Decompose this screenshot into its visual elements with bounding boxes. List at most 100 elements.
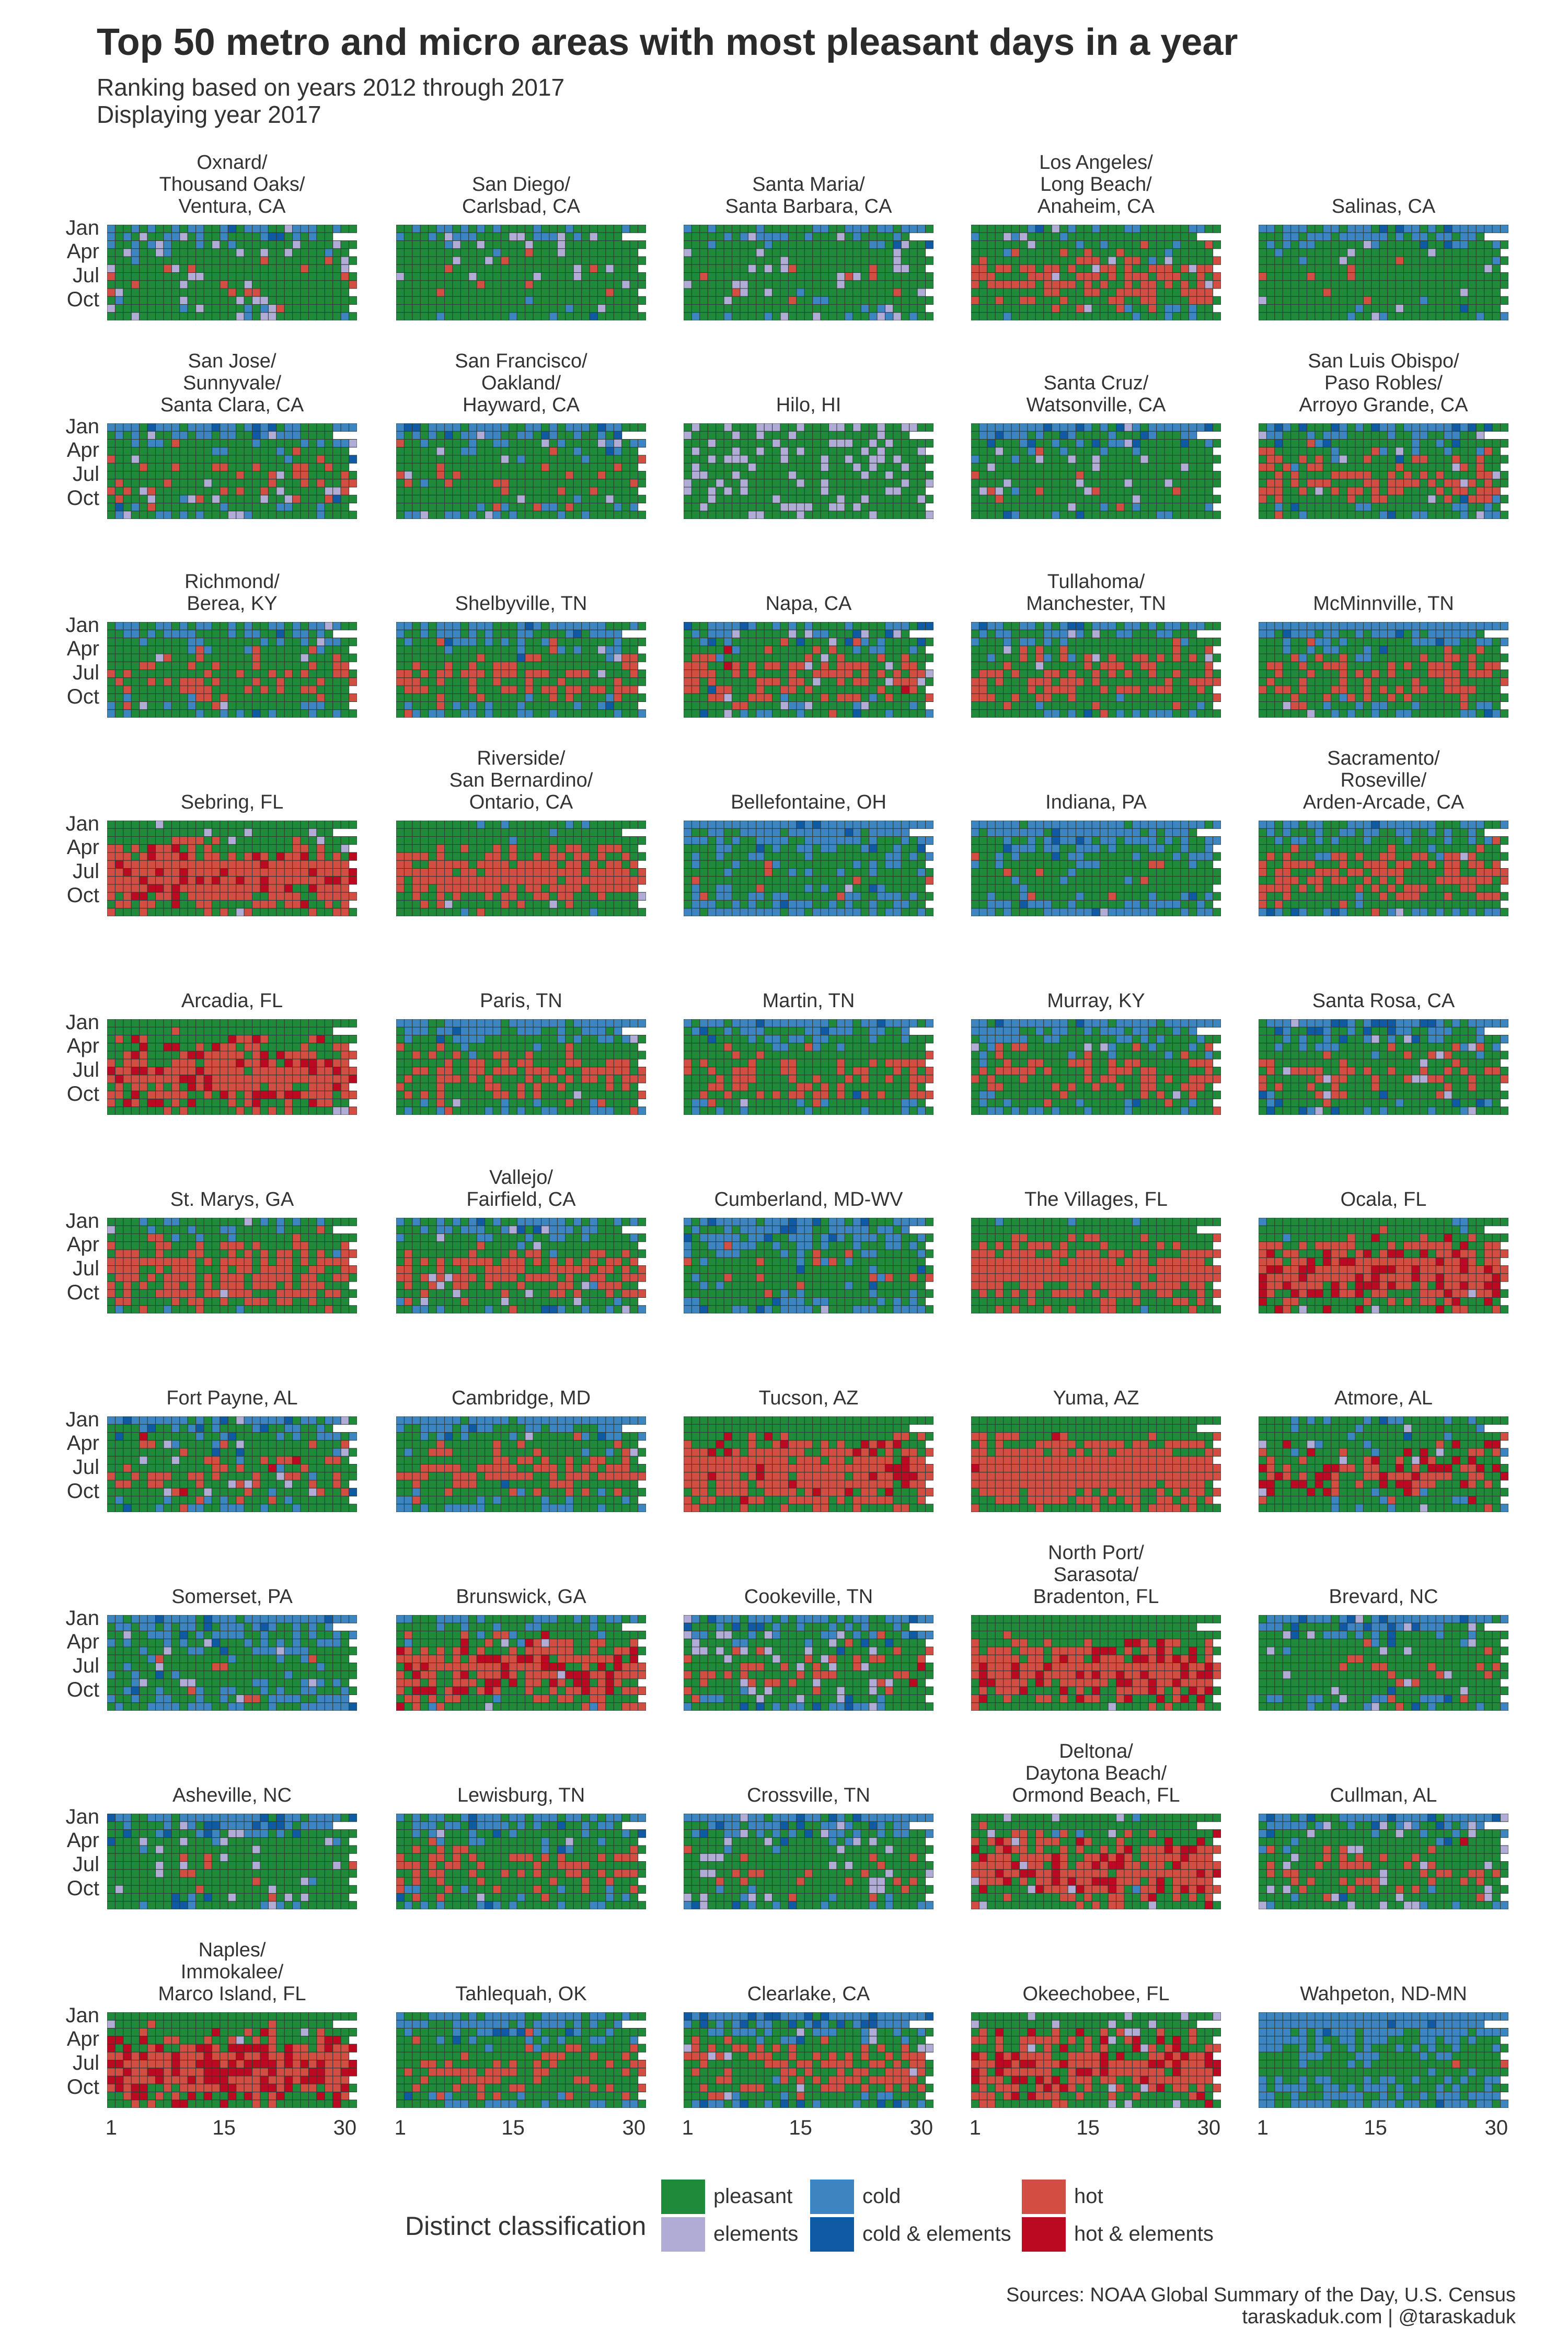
day-cell <box>699 288 708 297</box>
day-cell <box>1132 661 1141 670</box>
day-cell <box>732 661 741 670</box>
day-cell <box>820 288 829 297</box>
day-cell <box>412 494 421 503</box>
day-cell <box>1274 288 1283 297</box>
day-cell <box>1108 232 1117 241</box>
day-cell <box>995 240 1004 249</box>
day-cell <box>533 638 542 647</box>
day-cell <box>877 447 885 456</box>
day-cell <box>557 622 566 630</box>
day-cell <box>1180 280 1189 289</box>
day-cell <box>123 288 132 297</box>
day-cell <box>1059 645 1068 654</box>
day-cell <box>613 693 622 702</box>
day-cell <box>1051 248 1060 257</box>
day-cell <box>436 494 445 503</box>
day-cell <box>155 661 164 670</box>
day-cell <box>1003 479 1012 488</box>
day-cell <box>804 638 813 647</box>
day-cell <box>227 280 237 289</box>
day-cell <box>740 447 748 456</box>
day-cell <box>1379 503 1388 512</box>
day-cell <box>589 693 598 702</box>
day-cell <box>123 693 132 702</box>
day-cell <box>557 503 566 512</box>
day-cell <box>114 296 124 305</box>
day-cell <box>756 463 765 471</box>
day-cell <box>707 685 717 694</box>
day-cell <box>163 685 172 694</box>
day-cell <box>485 487 493 495</box>
day-cell <box>869 701 878 710</box>
day-cell <box>820 701 829 710</box>
day-cell <box>565 471 574 480</box>
day-cell <box>699 304 708 313</box>
day-cell <box>147 479 156 488</box>
day-cell <box>131 638 140 647</box>
day-cell <box>324 645 333 654</box>
day-cell <box>260 240 269 249</box>
day-cell <box>1411 296 1420 305</box>
day-cell <box>995 256 1004 265</box>
day-cell <box>691 248 700 257</box>
day-cell <box>187 312 197 320</box>
day-cell <box>236 622 245 630</box>
day-cell <box>276 487 285 495</box>
day-cell <box>171 645 180 654</box>
day-cell <box>549 312 558 320</box>
day-cell <box>1075 264 1085 273</box>
day-cell <box>396 439 405 448</box>
day-cell <box>987 304 996 313</box>
day-cell <box>187 463 197 471</box>
day-cell <box>340 685 350 694</box>
day-cell <box>476 471 486 480</box>
day-cell <box>420 240 429 249</box>
day-cell <box>1411 272 1420 281</box>
day-cell <box>699 479 708 488</box>
day-cell <box>597 431 606 440</box>
day-cell <box>123 503 132 512</box>
day-cell <box>1124 653 1133 662</box>
day-cell <box>244 685 253 694</box>
day-cell <box>987 494 996 503</box>
day-cell <box>1468 256 1477 265</box>
day-cell <box>1363 264 1372 273</box>
day-cell <box>828 431 837 440</box>
day-cell <box>836 463 845 471</box>
day-cell <box>292 447 301 456</box>
day-cell <box>788 232 797 241</box>
day-cell <box>1164 622 1173 630</box>
day-cell <box>1427 511 1436 519</box>
day-cell <box>332 709 341 718</box>
day-cell <box>764 622 773 630</box>
day-cell <box>812 296 821 305</box>
day-cell <box>460 296 469 305</box>
day-cell <box>1298 256 1308 265</box>
day-cell <box>1290 431 1299 440</box>
day-cell <box>179 494 188 503</box>
day-cell <box>804 447 813 456</box>
day-cell <box>1003 638 1012 647</box>
day-cell <box>804 479 813 488</box>
day-cell <box>597 455 606 464</box>
day-cell <box>549 280 558 289</box>
day-cell <box>1172 503 1181 512</box>
day-cell <box>1411 256 1420 265</box>
day-cell <box>565 670 574 678</box>
day-cell <box>525 431 534 440</box>
day-cell <box>740 479 748 488</box>
day-cell <box>1371 225 1380 233</box>
day-cell <box>1282 280 1292 289</box>
day-cell <box>468 487 477 495</box>
day-cell <box>155 248 164 257</box>
day-cell <box>1003 494 1012 503</box>
day-cell <box>1339 225 1348 233</box>
day-cell <box>444 471 453 480</box>
day-cell <box>613 423 622 432</box>
day-cell <box>1100 455 1109 464</box>
day-cell <box>1435 280 1445 289</box>
day-cell <box>1116 225 1125 233</box>
day-cell <box>1484 288 1493 297</box>
day-cell <box>179 232 188 241</box>
day-cell <box>804 439 813 448</box>
